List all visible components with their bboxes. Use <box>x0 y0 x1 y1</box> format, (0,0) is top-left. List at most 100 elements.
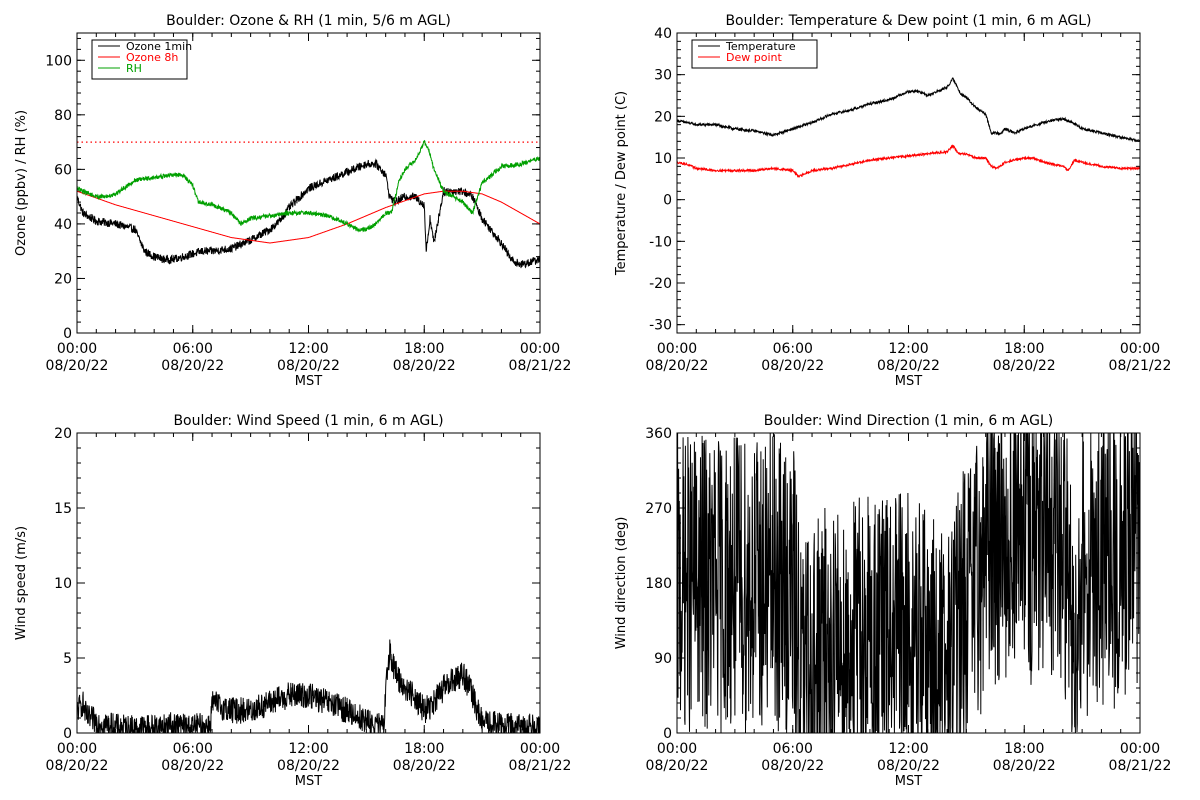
chart-title: Boulder: Ozone & RH (1 min, 5/6 m AGL) <box>166 13 451 29</box>
y-tick-label: 60 <box>54 162 72 178</box>
x-tick-time: 00:00 <box>57 741 97 757</box>
y-tick-label: 15 <box>54 501 72 517</box>
x-tick-time: 18:00 <box>1004 341 1044 357</box>
x-tick-date: 08/20/22 <box>877 358 940 374</box>
y-tick-label: 270 <box>645 501 672 517</box>
x-tick-date: 08/20/22 <box>46 758 109 774</box>
series-line-ozone-8h <box>77 190 540 244</box>
y-axis-label: Wind speed (m/s) <box>14 526 29 640</box>
x-tick-time: 12:00 <box>888 341 928 357</box>
x-axis-label: MST <box>895 774 922 789</box>
x-tick-time: 00:00 <box>520 341 560 357</box>
chart-wspd: Boulder: Wind Speed (1 min, 6 m AGL) 0 5 10… <box>14 413 571 789</box>
x-tick-time: 12:00 <box>288 341 328 357</box>
x-tick-time: 12:00 <box>288 741 328 757</box>
series-line-wspd <box>77 639 540 733</box>
x-tick-date: 08/21/22 <box>1109 358 1172 374</box>
plot-frame <box>76 432 541 734</box>
x-tick-date: 08/20/22 <box>761 358 824 374</box>
x-tick-date: 08/20/22 <box>761 758 824 774</box>
y-tick-label: -10 <box>649 234 672 250</box>
x-tick-date: 08/20/22 <box>277 758 340 774</box>
y-tick-label: 30 <box>654 68 672 84</box>
y-tick-label: 80 <box>54 108 72 124</box>
chart-title: Boulder: Wind Direction (1 min, 6 m AGL) <box>764 413 1053 429</box>
x-tick-time: 06:00 <box>173 341 213 357</box>
x-tick-time: 00:00 <box>57 341 97 357</box>
chart-title: Boulder: Temperature & Dew point (1 min,… <box>725 13 1091 29</box>
y-axis-label: Ozone (ppbv) / RH (%) <box>14 110 29 256</box>
x-tick-date: 08/21/22 <box>509 758 572 774</box>
y-axis-label: Wind direction (deg) <box>614 517 629 650</box>
x-tick-date: 08/21/22 <box>509 358 572 374</box>
y-tick-label: -20 <box>649 276 672 292</box>
series-line-wdir <box>677 433 1140 733</box>
y-tick-label: 5 <box>63 651 72 667</box>
x-tick-time: 12:00 <box>888 741 928 757</box>
x-tick-date: 08/20/22 <box>46 358 109 374</box>
series-line-temperature <box>677 77 1140 143</box>
x-tick-date: 08/20/22 <box>277 358 340 374</box>
x-tick-time: 00:00 <box>520 741 560 757</box>
y-tick-label: 0 <box>63 726 72 742</box>
y-tick-label: 90 <box>654 651 672 667</box>
chart-wdir: Boulder: Wind Direction (1 min, 6 m AGL)… <box>614 413 1171 789</box>
y-tick-label: 40 <box>654 26 672 42</box>
x-tick-time: 00:00 <box>657 341 697 357</box>
y-tick-label: 20 <box>54 271 72 287</box>
legend-box <box>691 39 818 69</box>
x-tick-date: 08/20/22 <box>877 758 940 774</box>
x-tick-date: 08/20/22 <box>161 358 224 374</box>
x-tick-date: 08/20/22 <box>161 758 224 774</box>
plot-frame <box>676 432 1141 734</box>
chart-temp: Boulder: Temperature & Dew point (1 min,… <box>614 13 1171 389</box>
x-tick-date: 08/21/22 <box>1109 758 1172 774</box>
legend-label: Temperature <box>725 40 796 53</box>
x-tick-time: 18:00 <box>404 341 444 357</box>
x-tick-date: 08/20/22 <box>993 758 1056 774</box>
legend-label: Ozone 8h <box>126 51 178 64</box>
y-tick-label: 10 <box>654 151 672 167</box>
series-line-ozone-1min <box>77 158 540 269</box>
y-tick-label: 0 <box>63 326 72 342</box>
y-tick-label: 180 <box>645 576 672 592</box>
y-tick-label: -30 <box>649 318 672 334</box>
x-tick-time: 06:00 <box>773 741 813 757</box>
legend-label: RH <box>126 62 142 75</box>
chart-ozone: Boulder: Ozone & RH (1 min, 5/6 m AGL) 0 2… <box>14 13 571 389</box>
x-tick-date: 08/20/22 <box>393 758 456 774</box>
y-tick-label: 10 <box>54 576 72 592</box>
series-line-dew-point <box>677 144 1140 178</box>
plot-frame <box>676 32 1141 334</box>
chart-title: Boulder: Wind Speed (1 min, 6 m AGL) <box>173 413 443 429</box>
y-axis-label: Temperature / Dew point (C) <box>614 91 629 276</box>
y-tick-label: 40 <box>54 217 72 233</box>
y-tick-label: 360 <box>645 426 672 442</box>
y-tick-label: 100 <box>45 53 72 69</box>
series-line-rh <box>77 139 540 233</box>
legend-label: Dew point <box>726 51 782 64</box>
y-tick-label: 0 <box>663 726 672 742</box>
x-tick-time: 00:00 <box>1120 341 1160 357</box>
x-tick-date: 08/20/22 <box>993 358 1056 374</box>
x-tick-time: 00:00 <box>1120 741 1160 757</box>
legend-label: Ozone 1min <box>126 40 192 53</box>
x-tick-time: 18:00 <box>404 741 444 757</box>
x-tick-time: 06:00 <box>773 341 813 357</box>
x-tick-date: 08/20/22 <box>393 358 456 374</box>
y-tick-label: 20 <box>654 109 672 125</box>
y-tick-label: 0 <box>663 193 672 209</box>
x-axis-label: MST <box>295 774 322 789</box>
y-tick-label: 20 <box>54 426 72 442</box>
x-tick-date: 08/20/22 <box>646 758 709 774</box>
x-tick-time: 06:00 <box>173 741 213 757</box>
plot-frame <box>76 32 541 334</box>
x-axis-label: MST <box>295 374 322 389</box>
x-tick-time: 18:00 <box>1004 741 1044 757</box>
x-tick-time: 00:00 <box>657 741 697 757</box>
x-axis-label: MST <box>895 374 922 389</box>
x-tick-date: 08/20/22 <box>646 358 709 374</box>
